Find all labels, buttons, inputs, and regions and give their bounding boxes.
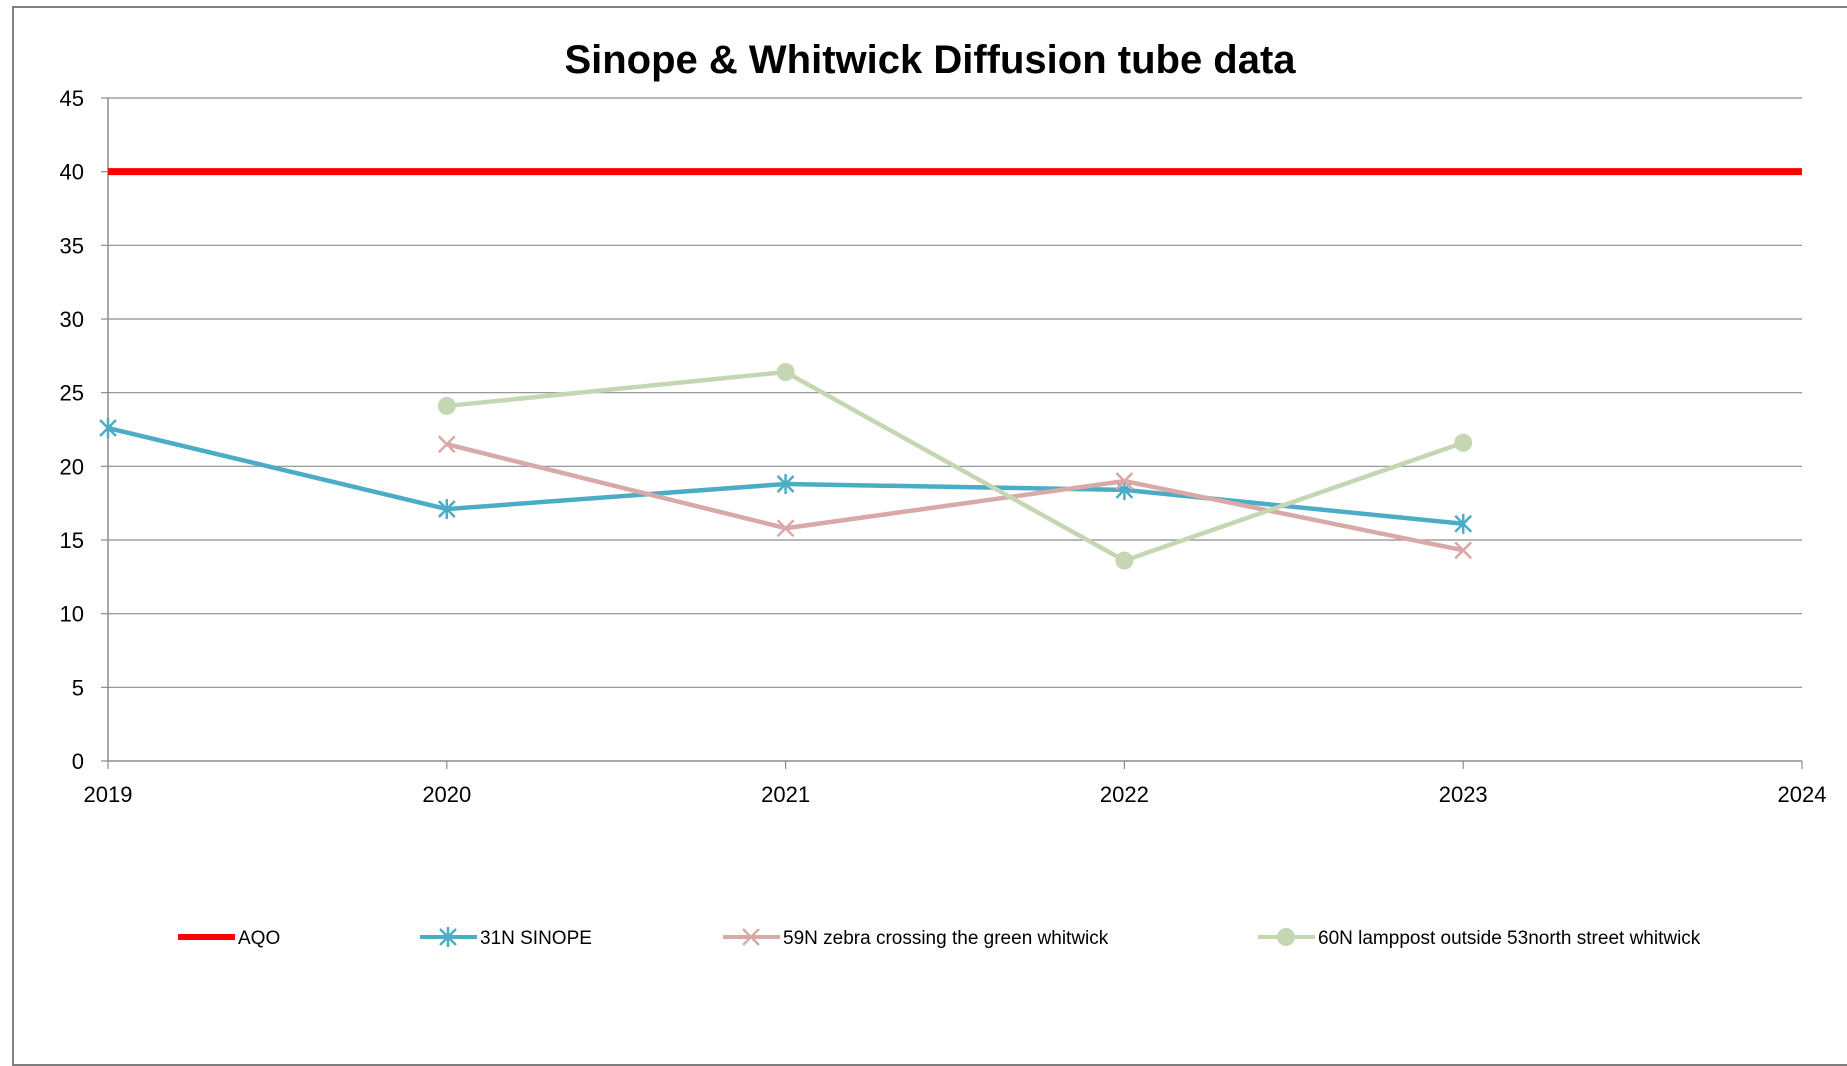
legend-marker xyxy=(439,927,457,947)
legend-label: 60N lamppost outside 53north street whit… xyxy=(1318,928,1701,949)
y-tick-label: 35 xyxy=(60,233,84,258)
x-tick-label: 2019 xyxy=(84,782,133,807)
legend-marker xyxy=(1277,928,1295,946)
data-point xyxy=(776,519,795,538)
x-tick-label: 2022 xyxy=(1100,782,1149,807)
legend-label: AQO xyxy=(238,928,280,949)
grid xyxy=(108,97,1802,688)
data-point xyxy=(1454,541,1473,560)
x-tick-label: 2023 xyxy=(1439,782,1488,807)
x-tick-label: 2021 xyxy=(761,782,810,807)
data-point xyxy=(1454,513,1473,534)
legend-item-59n-zebra-crossing-the-green-whitwick: 59N zebra crossing the green whitwick xyxy=(723,928,1109,949)
chart-title: Sinope & Whitwick Diffusion tube data xyxy=(564,38,1296,82)
y-tick-label: 10 xyxy=(60,602,84,627)
y-tick-label: 30 xyxy=(60,307,84,332)
series-line-60n-lamppost-outside-53north-street-whitwick xyxy=(446,369,1464,563)
data-point xyxy=(1115,472,1134,490)
y-tick-label: 5 xyxy=(72,675,84,700)
legend-label: 31N SINOPE xyxy=(480,928,592,949)
chart-frame xyxy=(12,6,1847,1066)
y-tick-label: 40 xyxy=(60,160,84,185)
series-31n-sinope xyxy=(99,418,1473,534)
series-line-59n-zebra-crossing-the-green-whitwick xyxy=(446,442,1464,553)
data-point xyxy=(776,474,795,495)
x-tick-label: 2024 xyxy=(1778,782,1827,807)
series-60n-lamppost-outside-53north-street-whitwick xyxy=(437,363,1473,570)
y-tick-label: 0 xyxy=(72,749,84,774)
legend-item-31n-sinope: 31N SINOPE xyxy=(420,927,592,949)
data-point xyxy=(437,499,456,520)
series-59n-zebra-crossing-the-green-whitwick xyxy=(437,435,1473,560)
y-tick-label: 25 xyxy=(60,381,84,406)
legend-label: 59N zebra crossing the green whitwick xyxy=(783,928,1109,949)
y-tick-label: 45 xyxy=(60,86,84,111)
data-point xyxy=(1454,433,1473,452)
data-point xyxy=(437,396,456,415)
data-point xyxy=(437,435,456,454)
x-tick-label: 2020 xyxy=(422,782,471,807)
data-point xyxy=(99,418,117,439)
series xyxy=(99,168,1802,570)
data-point xyxy=(1115,551,1134,570)
y-tick-label: 15 xyxy=(60,528,84,553)
y-tick-label: 20 xyxy=(60,454,84,479)
legend-item-60n-lamppost-outside-53north-street-whitwick: 60N lamppost outside 53north street whit… xyxy=(1258,928,1701,949)
legend-item-aqo: AQO xyxy=(178,928,280,949)
axes: 0 5 10 15 20 25 30 35 40 45 2019 2020 2021 2022 2023 20… xyxy=(60,86,1827,807)
legend: AQO 31N SINOPE 59N zebra crossing the gree… xyxy=(178,927,1701,949)
legend-marker xyxy=(742,928,760,946)
data-point xyxy=(776,363,795,382)
